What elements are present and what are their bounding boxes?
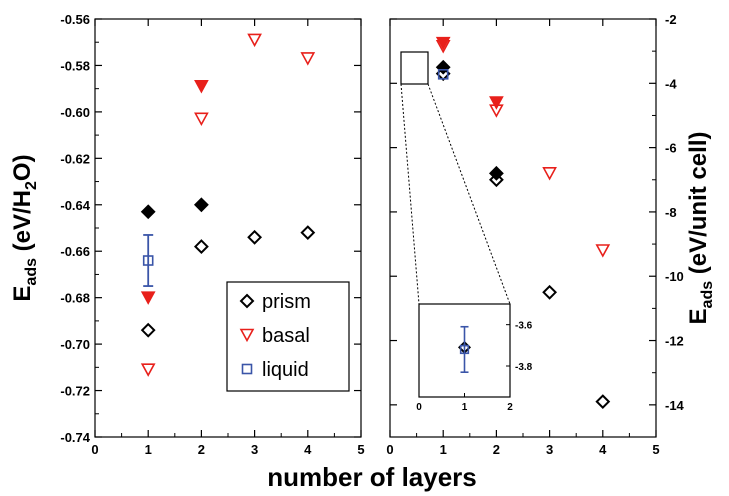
right-y-tick-label: -6 (665, 141, 677, 156)
y-axis-title-part: ads (699, 281, 716, 309)
left-y-tick-label: -0.60 (60, 105, 90, 120)
left-point-diamond-filled (140, 204, 156, 220)
left-y-tick-label: -0.72 (60, 384, 90, 399)
right-point-diamond-open (488, 172, 504, 188)
right-point-triangle-down-open (542, 167, 557, 181)
left-y-tick-label: -0.70 (60, 337, 90, 352)
left-point-diamond-open (140, 322, 156, 338)
legend: prism basal liquid (226, 281, 350, 392)
left-x-tick-label: 1 (145, 442, 152, 457)
zoom-connector-line (427, 83, 511, 305)
right-point-diamond-open (595, 394, 611, 410)
right-x-tick-label: 5 (652, 442, 659, 457)
right-y-tick-label: -4 (665, 76, 677, 91)
left-panel: 0 1 2 3 4 5 -0.74 -0.72 -0.70 -0.68 -0.66 -0.64 -0.6… (60, 12, 364, 457)
inset-y-tick-label: -3.8 (515, 362, 533, 373)
left-point-triangle-down-open (194, 112, 209, 127)
left-point-diamond-open (193, 239, 209, 254)
right-point-triangle-down-filled (435, 36, 451, 51)
legend-label-liquid: liquid (262, 359, 309, 381)
right-y-tick-label: -2 (665, 12, 677, 27)
inset-y-tick-label: -3.6 (515, 321, 533, 332)
inset-panel: 0 1 2 -3.6 -3.8 (416, 303, 533, 413)
left-point-diamond-open (300, 225, 316, 241)
right-x-tick-label: 2 (493, 442, 500, 457)
right-point-diamond-open (542, 284, 558, 300)
left-y-tick-label: -0.64 (60, 198, 90, 213)
left-point-triangle-down-filled (194, 80, 209, 94)
zoom-box (400, 51, 429, 85)
x-axis-title: number of layers (267, 462, 477, 492)
left-y-tick-label: -0.68 (60, 291, 90, 306)
left-y-tick-label: -0.66 (60, 244, 90, 259)
right-y-tick-label: -14 (665, 398, 685, 413)
legend-marker-liquid (241, 363, 253, 375)
right-x-tick-label: 3 (546, 442, 553, 457)
left-x-tick-label: 5 (357, 442, 364, 457)
right-y-tick-label: -10 (665, 269, 684, 284)
right-panel: 0 1 2 3 4 5 -14 -12 -10 -8 -6 -4 -2 (386, 12, 684, 457)
zoom-connector-line (400, 83, 420, 305)
left-point-square-open (142, 255, 154, 266)
inset-point-square-open (459, 344, 470, 355)
left-point-triangle-down-filled (140, 291, 156, 305)
right-point-triangle-down-filled (489, 96, 504, 110)
y-axis-title-part: (eV/unit cell) (685, 132, 712, 281)
right-point-triangle-down-open (595, 244, 611, 258)
left-point-diamond-filled (193, 197, 209, 213)
y-axis-title-part: O) (9, 154, 36, 181)
inset-connector (400, 51, 511, 305)
inset-x-tick-label: 0 (416, 402, 422, 413)
right-y-tick-label: -8 (665, 205, 677, 220)
legend-label-prism: prism (262, 291, 311, 313)
left-y-tick-label: -0.56 (60, 12, 90, 27)
left-point-diamond-open (247, 229, 263, 245)
inset-x-tick-label: 1 (462, 402, 468, 413)
right-x-tick-label: 0 (386, 442, 393, 457)
legend-marker-basal (239, 328, 255, 343)
legend-marker-prism (239, 293, 255, 309)
inset-x-tick-label: 2 (507, 402, 513, 413)
left-point-triangle-down-open (140, 363, 156, 377)
y-axis-title-part: E (9, 286, 36, 302)
left-x-tick-label: 3 (251, 442, 258, 457)
left-x-tick-label: 0 (91, 442, 98, 457)
legend-label-basal: basal (262, 325, 310, 347)
right-y-tick-label: -12 (665, 334, 684, 349)
y-axis-title-part: 2 (23, 181, 40, 190)
right-x-tick-label: 4 (599, 442, 607, 457)
left-y-tick-label: -0.74 (60, 430, 90, 445)
right-x-tick-label: 1 (440, 442, 447, 457)
left-y-tick-label: -0.62 (60, 151, 90, 166)
left-y-tick-label: -0.58 (60, 58, 90, 73)
left-x-tick-label: 4 (304, 442, 312, 457)
left-y-axis-title: Eads (eV/H2O) (9, 154, 40, 301)
y-axis-title-part: E (685, 308, 712, 324)
left-x-tick-label: 2 (198, 442, 205, 457)
left-point-triangle-down-open (300, 52, 316, 66)
right-y-axis-title: Eads (eV/unit cell) (685, 132, 716, 325)
y-axis-title-part: (eV/H (9, 190, 36, 258)
right-point-square-open (437, 69, 449, 80)
left-point-triangle-down-open (247, 33, 262, 48)
y-axis-title-part: ads (23, 258, 40, 286)
right-point-diamond-filled (488, 165, 504, 181)
